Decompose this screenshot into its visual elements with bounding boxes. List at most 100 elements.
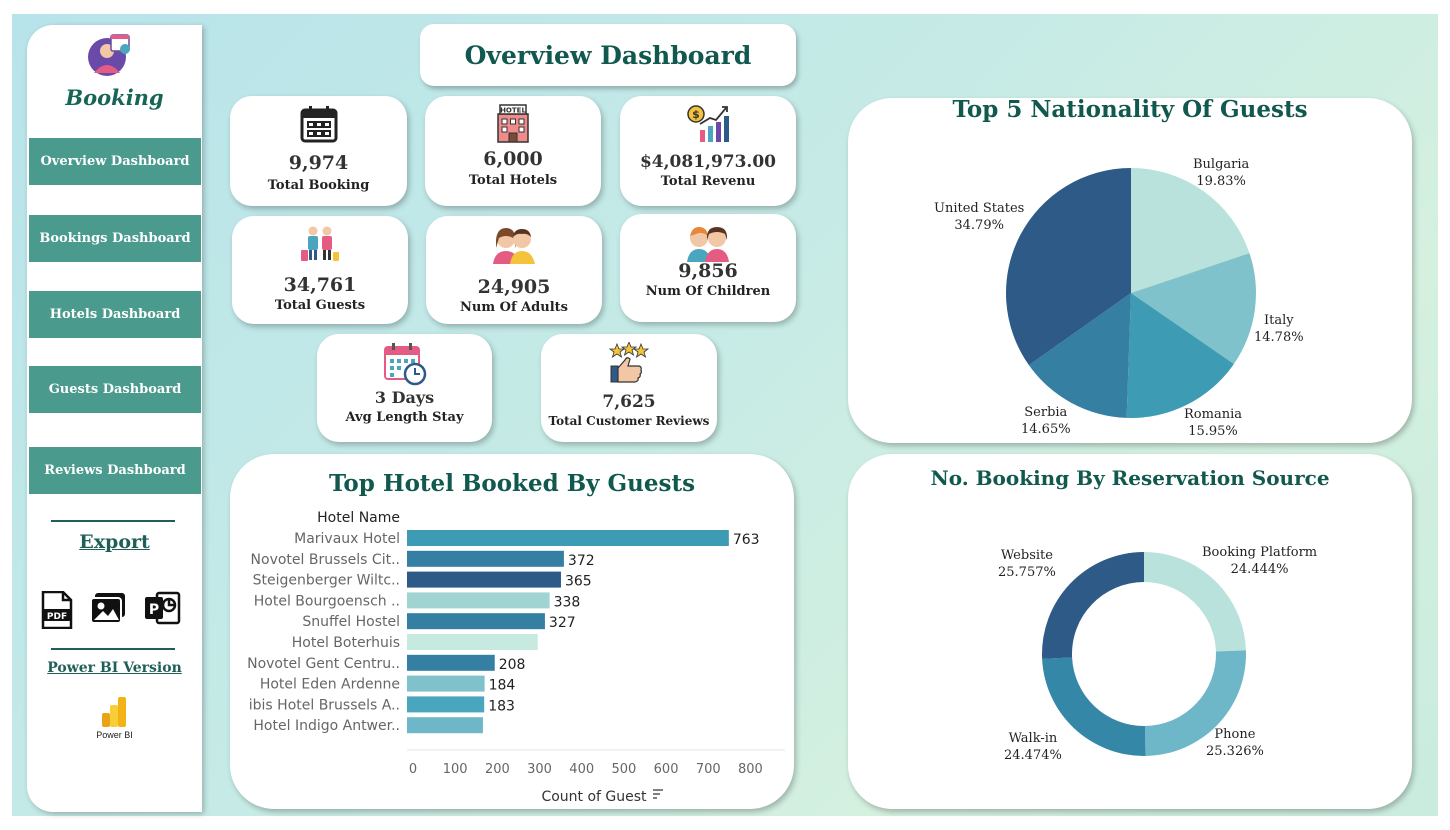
kpi-label: Avg Length Stay <box>345 410 464 425</box>
x-tick-label: 600 <box>654 762 679 777</box>
bar-category-label: Hotel Boterhuis <box>292 635 400 651</box>
sort-icon[interactable] <box>653 789 663 799</box>
bar-category-label: Novotel Brussels Cit.. <box>251 552 400 568</box>
bar-ibis-hotel-brussels-a[interactable] <box>407 696 485 713</box>
divider <box>51 520 175 522</box>
svg-text:PDF: PDF <box>47 612 67 622</box>
bar-marivaux-hotel[interactable] <box>407 530 729 546</box>
thumbs-up-stars-icon <box>608 342 650 383</box>
pie-label-name: Serbia <box>1024 405 1068 420</box>
top-hotel-chart-title: Top Hotel Booked By Guests <box>328 470 696 497</box>
pie-label-pct: 19.83% <box>1196 174 1246 189</box>
powerbi-version-link[interactable]: Power BI Version <box>47 660 182 676</box>
pie-label-pct: 14.65% <box>1021 422 1071 437</box>
powerbi-icon[interactable] <box>99 695 129 729</box>
nav-reviews-dashboard[interactable]: Reviews Dashboard <box>29 447 201 494</box>
pie-label-name: Italy <box>1263 313 1294 328</box>
calendar-icon <box>300 106 337 143</box>
bar-steigenberger-wiltc[interactable] <box>407 571 561 588</box>
image-icon[interactable] <box>89 591 127 625</box>
x-tick-label: 500 <box>611 762 636 777</box>
bar-hotel-bourgoensch[interactable] <box>407 592 550 609</box>
nav-hotels-dashboard[interactable]: Hotels Dashboard <box>29 291 201 338</box>
nav-overview-dashboard[interactable]: Overview Dashboard <box>29 138 201 185</box>
kpi-value: 9,856 <box>678 260 738 282</box>
bar-category-label: ibis Hotel Brussels A.. <box>249 697 400 713</box>
bar-category-label: Hotel Bourgoensch .. <box>254 593 400 609</box>
bar-value-label: 208 <box>499 657 526 673</box>
kpi-avg-length-stay: 3 Days Avg Length Stay <box>317 334 492 442</box>
bar-value-label: 763 <box>733 532 760 548</box>
pie-slice-italy[interactable] <box>1131 253 1256 364</box>
pie-slice-serbia[interactable] <box>1028 293 1131 418</box>
nav-bookings-dashboard[interactable]: Bookings Dashboard <box>29 215 201 262</box>
donut-slice-walk-in[interactable] <box>1042 657 1146 756</box>
reservation-source-chart-panel: No. Booking By Reservation Source Bookin… <box>848 454 1412 809</box>
donut-slice-website[interactable] <box>1042 552 1144 659</box>
bar-hotel-eden-ardenne[interactable] <box>407 675 485 692</box>
revenue-chart-icon: $ <box>687 105 729 142</box>
donut-label-name: Website <box>1000 548 1053 563</box>
kpi-total-guests: 34,761 Total Guests <box>232 216 408 324</box>
bar-value-label: 327 <box>549 615 576 631</box>
bar-value-label: 338 <box>554 594 581 610</box>
bar-value-label: 372 <box>568 553 595 569</box>
bar-hotel-indigo-antwer[interactable] <box>407 717 483 734</box>
kpi-num-adults: 24,905 Num Of Adults <box>426 216 602 324</box>
pie-slice-united-states[interactable] <box>1006 168 1131 366</box>
kpi-label: Total Hotels <box>468 173 558 188</box>
bar-value-label: 184 <box>489 678 516 694</box>
donut-slice-booking-platform[interactable] <box>1144 552 1246 652</box>
nav-guests-dashboard[interactable]: Guests Dashboard <box>29 366 201 413</box>
donut-label-booking-platform: Booking Platform 24.444% <box>1202 544 1317 578</box>
pie-label-name: Bulgaria <box>1193 157 1250 172</box>
donut-slice-phone[interactable] <box>1145 650 1246 756</box>
pie-label-pct: 14.78% <box>1254 330 1304 345</box>
bar-hotel-boterhuis[interactable] <box>407 634 538 650</box>
donut-label-pct: 25.757% <box>998 565 1056 580</box>
bar-snuffel-hostel[interactable] <box>407 613 545 630</box>
kpi-label: Num Of Adults <box>460 300 568 315</box>
pie-label-romania: Romania 15.95% <box>1184 406 1242 440</box>
bar-novotel-gent-centru[interactable] <box>407 654 495 671</box>
page-title: Overview Dashboard <box>420 24 796 86</box>
x-tick-label: 200 <box>485 762 510 777</box>
powerbi-label: Power BI <box>96 730 133 740</box>
bar-category-label: Steigenberger Wiltc.. <box>253 573 400 589</box>
kpi-total-hotels: HOTEL 6,000 Total Hotels <box>425 96 601 206</box>
kpi-value: 6,000 <box>483 148 543 170</box>
kpi-label: Total Booking <box>267 178 370 193</box>
reservation-source-chart-title: No. Booking By Reservation Source <box>930 466 1330 490</box>
donut-label-pct: 24.444% <box>1230 562 1289 577</box>
powerpoint-icon[interactable]: P <box>143 591 181 625</box>
kpi-label: Num Of Children <box>645 284 771 299</box>
nationality-chart-title: Top 5 Nationality Of Guests <box>952 96 1308 123</box>
donut-label-name: Phone <box>1214 727 1256 742</box>
kpi-value: 34,761 <box>283 274 357 296</box>
reservation-source-donut-chart <box>1042 552 1246 756</box>
category-header: Hotel Name <box>317 510 400 526</box>
kpi-value: 9,974 <box>288 152 349 174</box>
kpi-total-customer-reviews: 7,625 Total Customer Reviews <box>541 334 717 442</box>
bar-category-label: Hotel Indigo Antwer.. <box>253 718 400 734</box>
pie-slice-bulgaria[interactable] <box>1131 168 1250 293</box>
divider <box>51 648 175 650</box>
kpi-total-revenue: $ $4,081,973.00 Total Revenu <box>620 96 796 206</box>
svg-text:P: P <box>149 602 159 618</box>
kpi-value: 3 Days <box>374 388 435 407</box>
bar-novotel-brussels-cit[interactable] <box>407 550 564 567</box>
kpi-label: Total Customer Reviews <box>548 414 710 428</box>
x-tick-label: 800 <box>738 762 763 777</box>
kpi-value: $4,081,973.00 <box>639 152 777 172</box>
booking-logo-icon <box>88 34 130 76</box>
kpi-num-children: 9,856 Num Of Children <box>620 214 796 322</box>
logo: Booking <box>27 25 202 125</box>
pdf-icon[interactable]: PDF <box>41 591 73 629</box>
nationality-chart-panel: Top 5 Nationality Of Guests Bulgaria 19.… <box>848 96 1412 443</box>
bar-category-label: Hotel Eden Ardenne <box>260 677 400 693</box>
bar-category-label: Snuffel Hostel <box>302 614 400 630</box>
kpi-total-booking: 9,974 Total Booking <box>230 96 407 206</box>
pie-slice-romania[interactable] <box>1126 293 1234 419</box>
pie-label-name: United States <box>934 201 1025 216</box>
x-tick-label: 300 <box>527 762 552 777</box>
